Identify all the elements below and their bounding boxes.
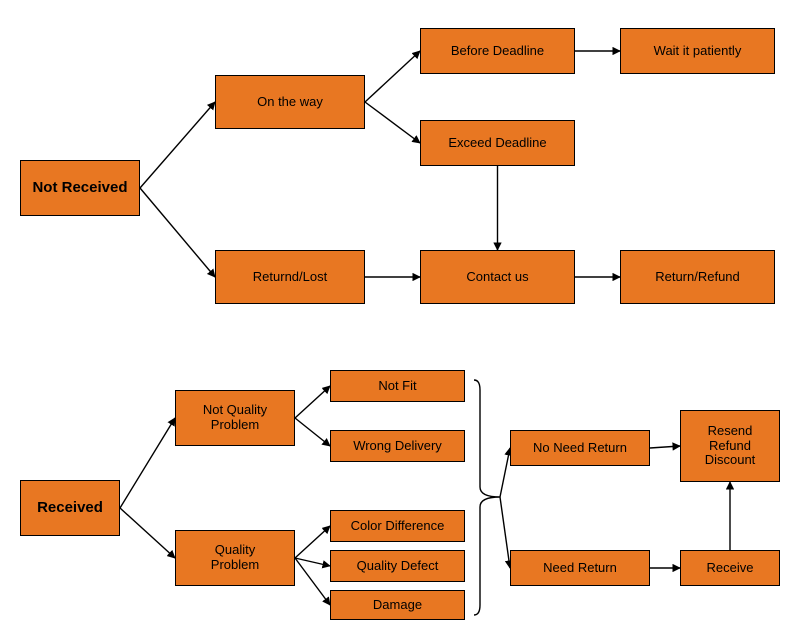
node-quality: Quality Problem [175,530,295,586]
edges-layer [0,0,800,644]
node-color_diff: Color Difference [330,510,465,542]
node-returnd_lost: Returnd/Lost [215,250,365,304]
node-before_deadline: Before Deadline [420,28,575,74]
node-received: Received [20,480,120,536]
node-exceed_deadline: Exceed Deadline [420,120,575,166]
node-wrong_delivery: Wrong Delivery [330,430,465,462]
node-not_fit: Not Fit [330,370,465,402]
node-wait_patiently: Wait it patiently [620,28,775,74]
node-return_refund: Return/Refund [620,250,775,304]
node-on_the_way: On the way [215,75,365,129]
node-contact_us: Contact us [420,250,575,304]
node-no_need_return: No Need Return [510,430,650,466]
node-damage: Damage [330,590,465,620]
node-not_received: Not Received [20,160,140,216]
node-need_return: Need Return [510,550,650,586]
flowchart-stage: Not Received On the way Returnd/Lost Before… [0,0,800,644]
node-not_quality: Not Quality Problem [175,390,295,446]
node-rrd: Resend Refund Discount [680,410,780,482]
node-receive: Receive [680,550,780,586]
node-quality_defect: Quality Defect [330,550,465,582]
